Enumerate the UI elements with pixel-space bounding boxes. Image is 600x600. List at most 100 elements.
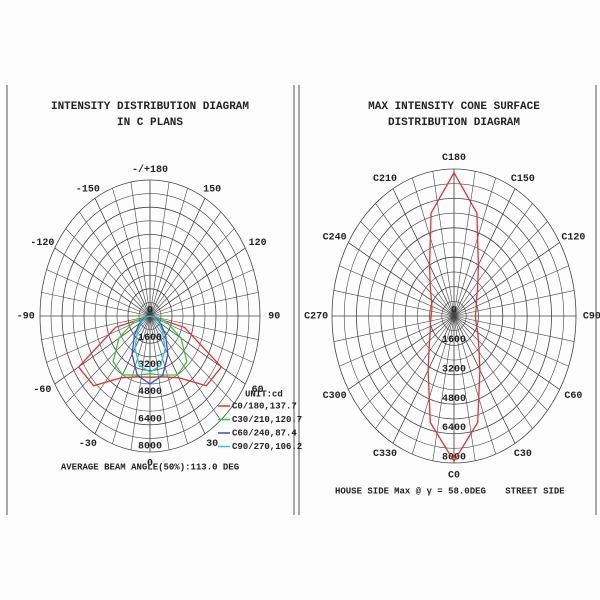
unit-label: UNIT:cd — [245, 389, 283, 399]
angle-tick — [149, 315, 246, 385]
grid-spoke — [41, 315, 151, 340]
angle-tick — [149, 198, 206, 317]
angle-tick-label: -30 — [79, 439, 97, 450]
angle-tick-label: -90 — [17, 312, 35, 323]
grid-spoke — [375, 315, 455, 429]
grid-spoke — [149, 315, 254, 363]
grid-spoke — [339, 315, 455, 367]
grid-spoke — [453, 315, 497, 455]
angle-tick — [348, 315, 455, 390]
grid-spoke — [375, 203, 455, 317]
grid-spoke — [149, 292, 259, 317]
angle-tick-label: C30 — [514, 449, 532, 460]
angle-tick — [54, 315, 151, 385]
r-tick-label: 3200 — [442, 364, 466, 375]
r-tick-label: 8000 — [138, 442, 162, 453]
series-line — [131, 315, 169, 385]
series-line — [112, 315, 188, 376]
grid-spoke — [79, 315, 151, 421]
angle-tick-label: C180 — [442, 153, 466, 164]
angle-tick — [453, 188, 516, 317]
legend-label: C0/180,137.7 — [232, 401, 297, 411]
grid-spoke — [360, 221, 455, 317]
grid-spoke — [453, 315, 533, 429]
angle-tick-label: 60 — [252, 385, 264, 396]
grid-spoke — [149, 228, 235, 317]
angle-tick-label: -60 — [33, 385, 51, 396]
angle-tick-label: C240 — [323, 232, 347, 243]
angle-tick-label: 90 — [268, 312, 280, 323]
legend-label: C90/270,106.2 — [232, 442, 302, 452]
r-tick-label: 6400 — [138, 414, 162, 425]
angle-tick-label: -150 — [76, 184, 100, 195]
grid-spoke — [112, 188, 151, 317]
chart-title: MAX INTENSITY CONE SURFACE — [368, 101, 540, 113]
r-tick-label: 0 — [451, 306, 457, 317]
angle-tick — [453, 315, 560, 390]
grid-spoke — [79, 211, 151, 317]
grid-spoke — [453, 290, 575, 317]
r-tick-label: 4800 — [138, 387, 162, 398]
grid-spoke — [333, 315, 455, 342]
grid-spoke — [149, 315, 170, 450]
angle-tick-label: C120 — [561, 232, 585, 243]
grid-spoke — [149, 315, 259, 340]
angle-tick-label: C60 — [564, 391, 582, 402]
angle-tick — [54, 247, 151, 317]
grid-spoke — [453, 315, 476, 461]
grid-spoke — [453, 177, 497, 317]
angle-tick-label: -/+180 — [132, 164, 168, 176]
angle-tick-label: C0 — [448, 470, 460, 481]
footer-label: Max @ γ = 58.0DEG — [394, 486, 486, 496]
footer-label: STREET SIDE — [505, 486, 565, 496]
grid-spoke — [149, 188, 188, 317]
angle-tick — [348, 242, 455, 317]
grid-spoke — [333, 290, 455, 317]
grid-spoke — [453, 203, 533, 317]
angle-tick — [94, 198, 151, 317]
chart-title: DISTRIBUTION DIAGRAM — [388, 117, 520, 129]
angle-tick — [453, 242, 560, 317]
angle-tick-label: C210 — [373, 174, 397, 185]
grid-spoke — [432, 315, 455, 461]
r-tick-label: 6400 — [442, 423, 466, 434]
series-line — [427, 171, 481, 463]
angle-tick — [392, 188, 455, 317]
r-tick-label: 3200 — [138, 360, 162, 371]
angle-tick-label: C330 — [373, 449, 397, 460]
grid-spoke — [149, 211, 221, 317]
angle-tick-label: 120 — [249, 238, 267, 249]
angle-tick-label: C90 — [583, 312, 600, 323]
grid-spoke — [453, 221, 548, 317]
grid-spoke — [360, 315, 455, 411]
grid-spoke — [411, 315, 455, 455]
angle-tick — [453, 315, 516, 444]
grid-spoke — [453, 265, 569, 317]
r-tick-label: 1600 — [138, 333, 162, 344]
grid-spoke — [149, 269, 254, 317]
note: AVERAGE BEAM ANGLE(50%):113.0 DEG — [61, 462, 239, 472]
chart-title: IN C PLANS — [117, 117, 183, 129]
footer-label: HOUSE SIDE — [335, 486, 390, 496]
r-tick-label: 8000 — [442, 453, 466, 464]
grid-spoke — [149, 315, 221, 421]
grid-spoke — [411, 177, 455, 317]
angle-tick-label: C270 — [304, 312, 328, 323]
legend-label: C30/210,120.7 — [232, 415, 302, 425]
grid-spoke — [453, 315, 569, 367]
r-tick-label: 4800 — [442, 394, 466, 405]
angle-tick — [149, 247, 246, 317]
grid-spoke — [65, 228, 151, 317]
grid-spoke — [46, 269, 151, 317]
legend-label: C60/240,87.4 — [232, 428, 297, 438]
grid-spoke — [46, 315, 151, 363]
grid-spoke — [112, 315, 151, 444]
r-tick-label: 0 — [147, 306, 153, 317]
angle-tick-label: C300 — [323, 391, 347, 402]
grid-spoke — [453, 315, 575, 342]
series-line — [134, 315, 166, 373]
grid-spoke — [130, 315, 151, 450]
angle-tick — [392, 315, 455, 444]
